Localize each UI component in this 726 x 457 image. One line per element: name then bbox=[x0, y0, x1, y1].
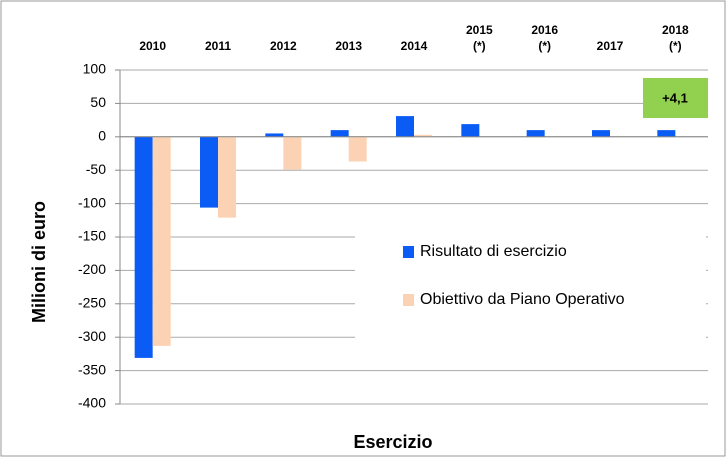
legend-label: Risultato di esercizio bbox=[420, 243, 567, 260]
legend-swatch bbox=[403, 294, 414, 306]
x-tick-label: 2014 bbox=[401, 39, 428, 53]
annotation: +4,1 bbox=[662, 90, 688, 105]
y-tick-label: -150 bbox=[78, 228, 106, 244]
bar bbox=[396, 116, 414, 137]
bar bbox=[134, 136, 153, 358]
bar bbox=[657, 130, 676, 137]
y-tick-label: -200 bbox=[78, 261, 106, 277]
y-tick-label: -350 bbox=[78, 361, 106, 377]
y-tick-label: -300 bbox=[78, 328, 106, 344]
bar bbox=[200, 136, 218, 208]
y-axis-label: Milioni di euro bbox=[29, 201, 49, 323]
x-tick-label: 2013 bbox=[335, 39, 362, 53]
y-tick-label: -50 bbox=[86, 161, 106, 177]
y-tick-label: -400 bbox=[78, 395, 106, 411]
x-tick-label: 2016 (*) bbox=[531, 23, 558, 53]
bar bbox=[526, 130, 545, 137]
bar bbox=[218, 136, 236, 218]
legend-label: Obiettivo da Piano Operativo bbox=[420, 291, 625, 308]
y-tick-label: -250 bbox=[78, 295, 106, 311]
bar bbox=[152, 136, 171, 346]
x-tick-label: 2015 (*) bbox=[466, 23, 493, 53]
x-tick-label: 2018 (*) bbox=[662, 23, 689, 53]
x-axis-label: Esercizio bbox=[353, 432, 432, 452]
y-tick-label: 50 bbox=[90, 94, 106, 110]
y-tick-label: 100 bbox=[83, 61, 107, 77]
y-tick-label: -100 bbox=[78, 194, 106, 210]
bar bbox=[265, 133, 284, 137]
bar bbox=[414, 134, 432, 137]
bar bbox=[330, 130, 349, 137]
x-tick-label: 2010 bbox=[139, 39, 166, 53]
x-tick-label: 2017 bbox=[597, 39, 624, 53]
legend-swatch bbox=[403, 246, 414, 258]
bar bbox=[348, 136, 367, 162]
x-tick-label: 2012 bbox=[270, 39, 297, 53]
bar bbox=[592, 130, 610, 137]
annotation-box bbox=[643, 78, 708, 118]
bar bbox=[283, 136, 302, 170]
y-tick-label: 0 bbox=[98, 128, 106, 144]
x-tick-label: 2011 bbox=[205, 39, 231, 53]
bar bbox=[461, 124, 480, 137]
